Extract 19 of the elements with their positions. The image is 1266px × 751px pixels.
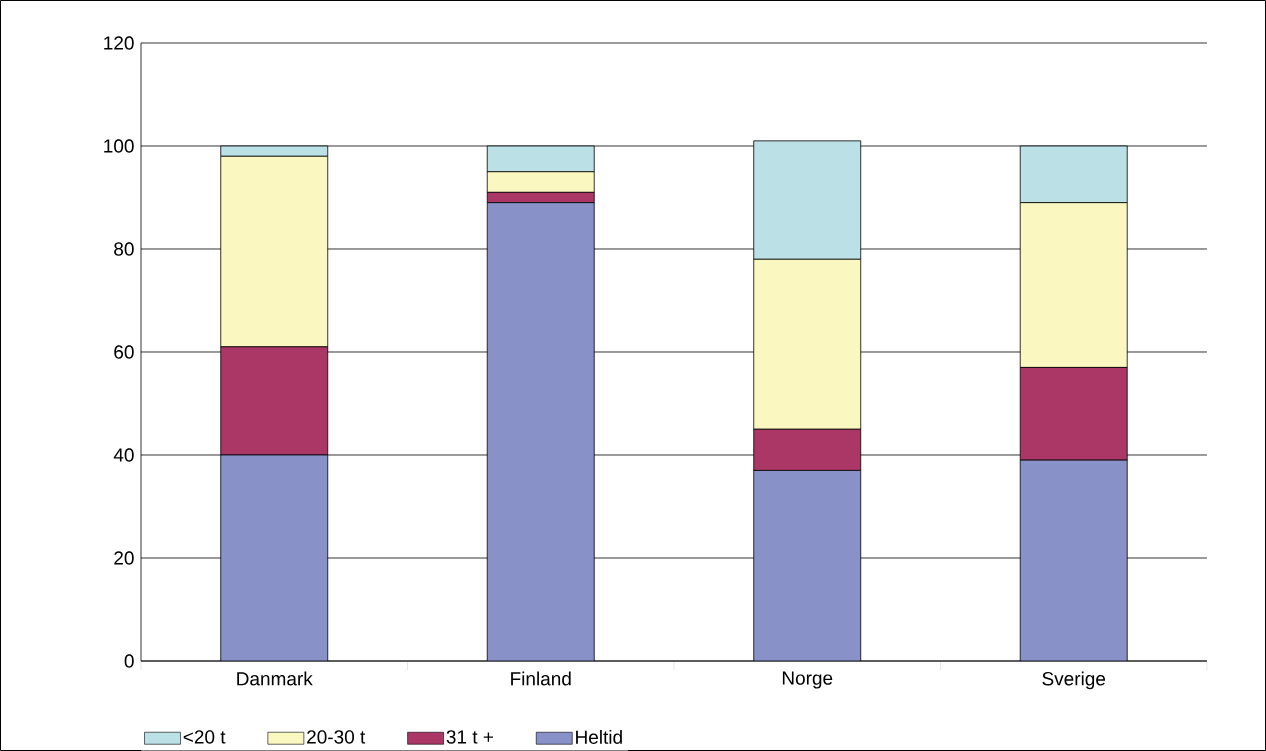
legend-label: <20 t [183,730,226,744]
y-tick-label: 20 [114,551,134,565]
bar [753,470,862,661]
bar [486,202,595,661]
y-tick-label: 0 [124,654,134,668]
y-tick-label: 100 [104,139,134,153]
legend-label: 20-30 t [307,730,366,744]
y-tick-label: 120 [104,36,134,50]
bar [1019,459,1128,661]
bar [220,454,329,661]
legend-label: 31 t + [446,730,493,744]
x-tick-label: Finland [511,671,571,686]
x-tick-label: Norge [782,671,833,689]
x-tick-label: Sverige [1042,671,1106,690]
legend-label: Heltid [576,729,622,744]
x-tick-label: Danmark [237,671,313,686]
y-tick-label: 40 [113,448,134,462]
y-tick-label: 60 [114,345,134,359]
y-tick-label: 80 [114,242,134,256]
